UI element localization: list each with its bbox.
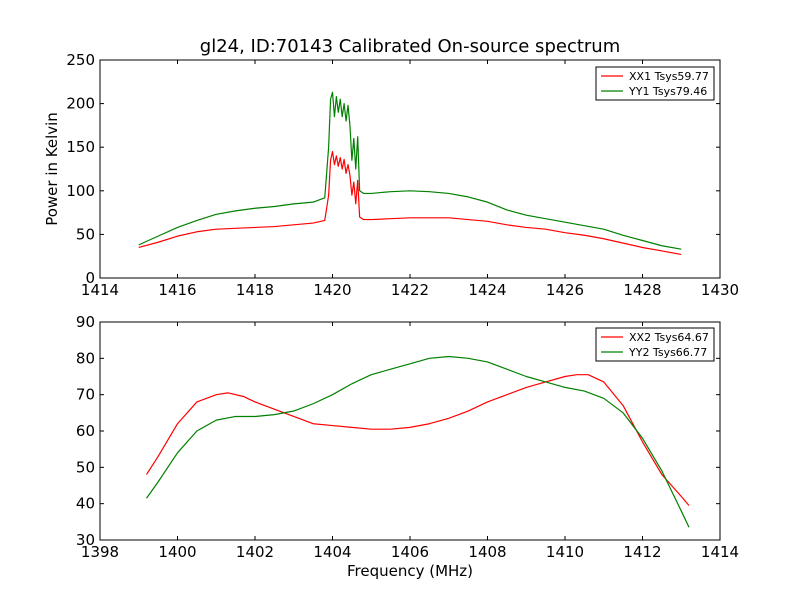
- chart-title: gl24, ID:70143 Calibrated On-source spec…: [200, 36, 620, 57]
- x-tick-label: 1404: [313, 543, 351, 561]
- y-tick-label: 50: [76, 458, 95, 476]
- series-line-bottom-1: [145, 374, 690, 506]
- bottom-chart: Frequency (MHz) 1398 1400 1402 1404 1406 1408…: [76, 313, 739, 580]
- y-tick-label: 40: [76, 495, 95, 513]
- y-tick-label: 70: [76, 386, 95, 404]
- series-line-top-1: [138, 150, 682, 256]
- y-tick-label: 80: [76, 349, 95, 367]
- y-tick-label: 60: [76, 422, 95, 440]
- y-axis-label: Power in Kelvin: [43, 112, 61, 226]
- x-tick-label: 1428: [623, 281, 661, 299]
- y-tick-label: 90: [76, 313, 95, 331]
- series-line-top-2: [138, 91, 682, 250]
- legend-label: XX2 Tsys64.67: [629, 331, 709, 344]
- y-tick-label: 250: [66, 51, 95, 69]
- legend-label: YY1 Tsys79.46: [628, 85, 707, 98]
- x-tick-label: 1400: [158, 543, 196, 561]
- x-tick-label: 1418: [236, 281, 274, 299]
- y-tick-label: 0: [85, 269, 95, 287]
- x-tick-label: 1414: [701, 543, 739, 561]
- y-tick-label: 30: [76, 531, 95, 549]
- y-tick-label: 150: [66, 138, 95, 156]
- series-line-bottom-2: [146, 355, 690, 528]
- top-plot-area: 1414 1416 1418 1420 1422 1424 1426 1428 1430 0 50 1…: [66, 51, 739, 299]
- top-legend: XX1 Tsys59.77 YY1 Tsys79.46: [595, 66, 715, 101]
- bottom-plot-area: 1398 1400 1402 1404 1406 1408 1410 1412 1414 30 40…: [76, 313, 739, 561]
- x-tick-label: 1426: [546, 281, 584, 299]
- x-tick-label: 1402: [236, 543, 274, 561]
- x-tick-label: 1422: [391, 281, 429, 299]
- x-tick-label: 1414: [81, 281, 119, 299]
- legend-box: [595, 66, 715, 101]
- x-tick-label: 1410: [546, 543, 584, 561]
- legend-label: YY2 Tsys66.77: [628, 346, 707, 359]
- x-tick-label: 1398: [81, 543, 119, 561]
- y-tick-label: 100: [66, 182, 95, 200]
- x-tick-label: 1430: [701, 281, 739, 299]
- x-tick-label: 1406: [391, 543, 429, 561]
- x-tick-label: 1412: [623, 543, 661, 561]
- x-tick-label: 1424: [468, 281, 506, 299]
- y-tick-label: 200: [66, 95, 95, 113]
- x-axis-label: Frequency (MHz): [347, 562, 473, 580]
- legend-box: [595, 327, 715, 362]
- x-tick-label: 1408: [468, 543, 506, 561]
- x-tick-label: 1416: [158, 281, 196, 299]
- legend-label: XX1 Tsys59.77: [629, 70, 709, 83]
- bottom-legend: XX2 Tsys64.67 YY2 Tsys66.77: [595, 327, 715, 362]
- y-tick-label: 50: [76, 225, 95, 243]
- x-tick-label: 1420: [313, 281, 351, 299]
- top-chart: gl24, ID:70143 Calibrated On-source spec…: [43, 36, 739, 299]
